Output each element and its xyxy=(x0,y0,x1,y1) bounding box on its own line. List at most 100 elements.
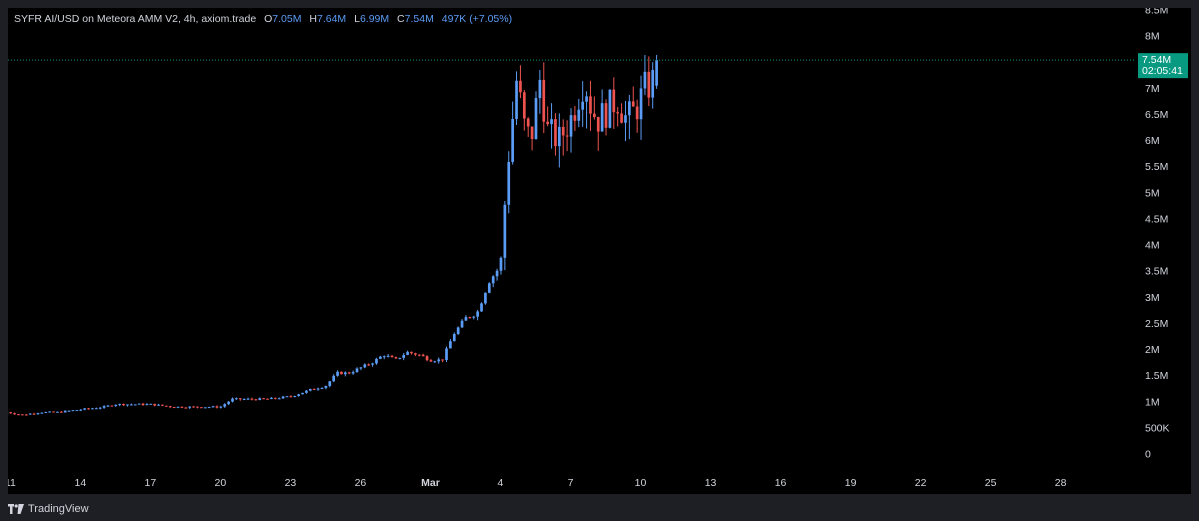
x-tick-label: 28 xyxy=(1055,477,1067,489)
candle-body xyxy=(639,88,643,120)
candle-body xyxy=(624,115,627,123)
candle-body xyxy=(557,126,561,147)
footer-branding[interactable]: TradingView xyxy=(8,503,89,515)
candle-body xyxy=(491,276,495,284)
candle-body xyxy=(593,113,596,118)
close-label: C xyxy=(397,13,405,25)
candle xyxy=(273,397,277,400)
candle-body xyxy=(519,80,522,93)
candle xyxy=(347,371,351,375)
y-tick-label: 6.5M xyxy=(1145,109,1168,121)
candle xyxy=(126,404,129,407)
candle xyxy=(593,96,596,120)
close-value: 7.54M xyxy=(404,13,434,25)
candle-body xyxy=(277,398,281,400)
candle-body xyxy=(118,403,122,405)
y-tick-label: 7M xyxy=(1145,83,1160,95)
tradingview-logo-icon xyxy=(8,504,24,514)
candle xyxy=(332,374,336,383)
candle-body xyxy=(507,161,511,205)
candle-body xyxy=(94,408,98,410)
candle xyxy=(254,398,258,401)
candle xyxy=(308,388,312,392)
candle xyxy=(429,358,433,362)
candle xyxy=(21,414,24,416)
chart-panel[interactable]: 8.5M8M7.5M7M6.5M6M5.5M5M4.5M4M3.5M3M2.5M… xyxy=(8,8,1191,494)
candle-body xyxy=(79,409,83,411)
candle xyxy=(161,404,164,407)
candle xyxy=(242,398,246,401)
candle-body xyxy=(59,411,63,413)
candle xyxy=(281,395,285,399)
candle-body xyxy=(141,403,145,405)
candle-body xyxy=(9,412,13,414)
candle xyxy=(631,86,635,107)
candle xyxy=(456,326,460,336)
candle-body xyxy=(176,406,180,408)
candle xyxy=(519,65,522,99)
candle-body xyxy=(569,115,573,137)
candle xyxy=(305,390,308,394)
y-tick-label: 2M xyxy=(1145,344,1160,356)
candle-body xyxy=(227,401,230,405)
candle xyxy=(596,116,600,151)
candle xyxy=(394,356,398,360)
candle-body xyxy=(647,71,651,98)
candle xyxy=(417,354,421,357)
candle xyxy=(386,353,390,358)
candle xyxy=(612,77,616,129)
candle-body xyxy=(363,364,367,368)
candle-body xyxy=(98,407,102,409)
candle xyxy=(223,403,227,408)
candle-body xyxy=(324,385,328,388)
candle xyxy=(44,411,48,413)
candle xyxy=(24,413,28,416)
candle-body xyxy=(67,410,71,412)
candle-body xyxy=(196,406,199,408)
candle xyxy=(17,413,20,416)
candle-body xyxy=(285,396,289,398)
candle-body xyxy=(542,79,546,122)
candle-body xyxy=(367,364,371,366)
candle xyxy=(635,99,639,133)
x-tick-label: 14 xyxy=(75,477,87,489)
candle-body xyxy=(48,411,51,413)
candle xyxy=(91,407,94,410)
candle-body xyxy=(425,356,429,361)
candle-body xyxy=(75,410,79,412)
y-tick-label: 4M xyxy=(1145,240,1160,252)
candle-body xyxy=(246,398,250,400)
candle xyxy=(452,332,456,342)
candle xyxy=(484,292,487,305)
price-chart[interactable]: 8.5M8M7.5M7M6.5M6M5.5M5M4.5M4M3.5M3M2.5M… xyxy=(8,8,1191,494)
candle xyxy=(312,388,316,390)
x-tick-label: 25 xyxy=(985,477,997,489)
candle xyxy=(28,413,32,415)
symbol-title[interactable]: SYFR AI/USD on Meteora AMM V2, 4h, axiom… xyxy=(14,13,257,25)
candle xyxy=(499,256,503,275)
candle-body xyxy=(655,60,658,86)
candle xyxy=(371,362,374,367)
candle-body xyxy=(24,414,28,416)
candle-body xyxy=(316,388,320,390)
candle xyxy=(227,401,230,406)
candle xyxy=(293,395,297,398)
candle-body xyxy=(522,92,526,119)
candle-body xyxy=(417,354,421,356)
candle-body xyxy=(149,403,153,405)
candle-body xyxy=(394,357,398,359)
low-label: L xyxy=(354,13,360,25)
candle-body xyxy=(188,406,192,408)
candle-body xyxy=(293,395,297,397)
candle xyxy=(554,113,557,156)
candle xyxy=(32,412,36,415)
candle xyxy=(157,403,160,406)
candle-body xyxy=(223,404,227,407)
candle xyxy=(487,282,491,294)
candle xyxy=(577,98,581,128)
candle-body xyxy=(495,270,499,277)
candle-body xyxy=(161,404,164,406)
candle xyxy=(211,405,215,408)
candle xyxy=(75,409,79,412)
candle-body xyxy=(157,404,160,406)
